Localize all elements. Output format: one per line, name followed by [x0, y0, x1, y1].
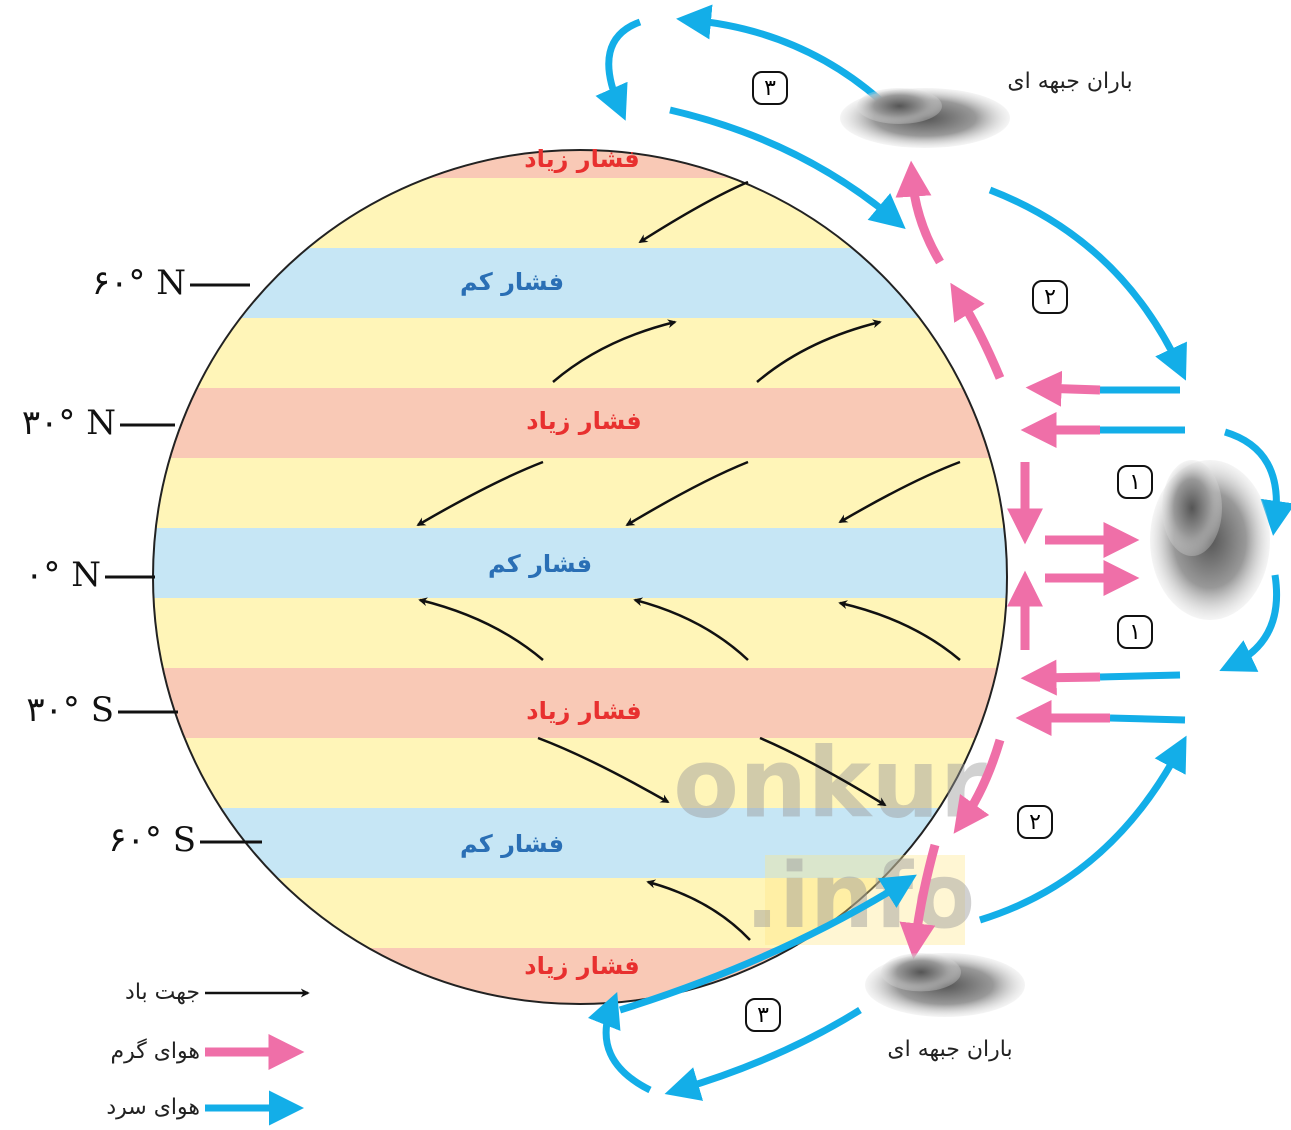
cell-number: ۱: [1129, 620, 1141, 645]
cell-number: ۳: [757, 1003, 769, 1028]
wind-arrow: [759, 736, 887, 807]
cold-air-arrow: [676, 4, 883, 103]
cold-air-arrow: [1099, 671, 1181, 681]
cell-number-box: [1017, 805, 1053, 839]
band: [153, 388, 1007, 458]
front-rain-label: باران جبهه ای: [887, 1037, 1012, 1062]
band: [153, 668, 1007, 738]
cell-number: ۳: [764, 76, 776, 101]
wind-arrow: [838, 600, 961, 661]
watermark-text: .info: [745, 844, 975, 949]
warm-air-arrow: [953, 738, 1005, 834]
cell-number: ۲: [1029, 810, 1041, 835]
latitude-label: ۶۰° N: [92, 263, 186, 303]
band: [153, 528, 1007, 598]
front-rain-label: باران جبهه ای: [1007, 69, 1132, 94]
cell-number-box: [1032, 280, 1068, 314]
latitude-label: ۰° N: [25, 555, 101, 595]
pressure-label: فشار زیاد: [524, 145, 639, 173]
latitude-label: ۶۰° S: [108, 820, 196, 860]
cell-number: ۱: [1129, 470, 1141, 495]
cold-air-arrow: [587, 991, 652, 1094]
band: [153, 598, 1007, 668]
cold-air-arrow: [978, 735, 1187, 924]
cold-air-arrow: [595, 18, 642, 121]
wind-arrow: [552, 319, 677, 383]
legend-label: جهت باد: [125, 980, 200, 1005]
cell-number-box: [1117, 465, 1153, 499]
wind-arrow: [633, 597, 749, 661]
band: [153, 738, 1007, 808]
wind-arrow: [646, 879, 751, 941]
warm-air-arrow: [950, 282, 1005, 380]
cloud: [1162, 460, 1222, 556]
pressure-label: فشار زیاد: [524, 952, 639, 980]
warm-air-arrow: [1020, 659, 1101, 696]
pressure-label: فشار کم: [488, 550, 592, 578]
band: [153, 808, 1007, 878]
band: [153, 458, 1007, 528]
wind-arrow: [418, 597, 544, 661]
cold-air-arrow: [1219, 574, 1281, 672]
cold-air-arrow: [988, 186, 1187, 381]
pressure-label: فشار کم: [460, 268, 564, 296]
watermark-text: onkur: [673, 727, 987, 839]
legend-label: هوای سرد: [106, 1095, 200, 1120]
cold-air-arrow: [664, 1007, 862, 1101]
warm-air-arrow: [899, 843, 940, 960]
latitude-label: ۳۰° S: [26, 690, 114, 730]
pressure-label: فشار کم: [460, 830, 564, 858]
legend-label: هوای گرم: [110, 1038, 200, 1064]
cold-air-arrow: [1109, 714, 1186, 724]
wind-arrow: [756, 319, 882, 383]
overlay: onkur.info فشار زیاد فشار کم فشار زیاد فشار …: [22, 4, 1291, 1126]
pressure-label: فشار زیاد: [526, 407, 641, 435]
wind-arrow: [537, 736, 670, 804]
cell-number-box: [1117, 615, 1153, 649]
warm-air-arrow: [1025, 370, 1101, 407]
cold-air-arrow: [669, 106, 906, 230]
warm-air-arrow: [895, 160, 944, 265]
band: [153, 248, 1007, 318]
wind-arrow: [838, 460, 961, 524]
cell-number: ۲: [1044, 285, 1056, 310]
cold-air-arrow: [1223, 428, 1291, 536]
wind-arrow: [638, 180, 749, 244]
latitude-label: ۳۰° N: [22, 403, 116, 443]
pressure-label: فشار زیاد: [526, 697, 641, 725]
cell-number-box: [745, 998, 781, 1032]
cell-number-box: [752, 71, 788, 105]
band: [153, 318, 1007, 388]
wind-arrow: [625, 460, 749, 527]
wind-arrow: [416, 460, 544, 527]
cold-air-arrow: [618, 874, 917, 1014]
cloud: [857, 88, 942, 124]
cloud: [881, 953, 961, 992]
